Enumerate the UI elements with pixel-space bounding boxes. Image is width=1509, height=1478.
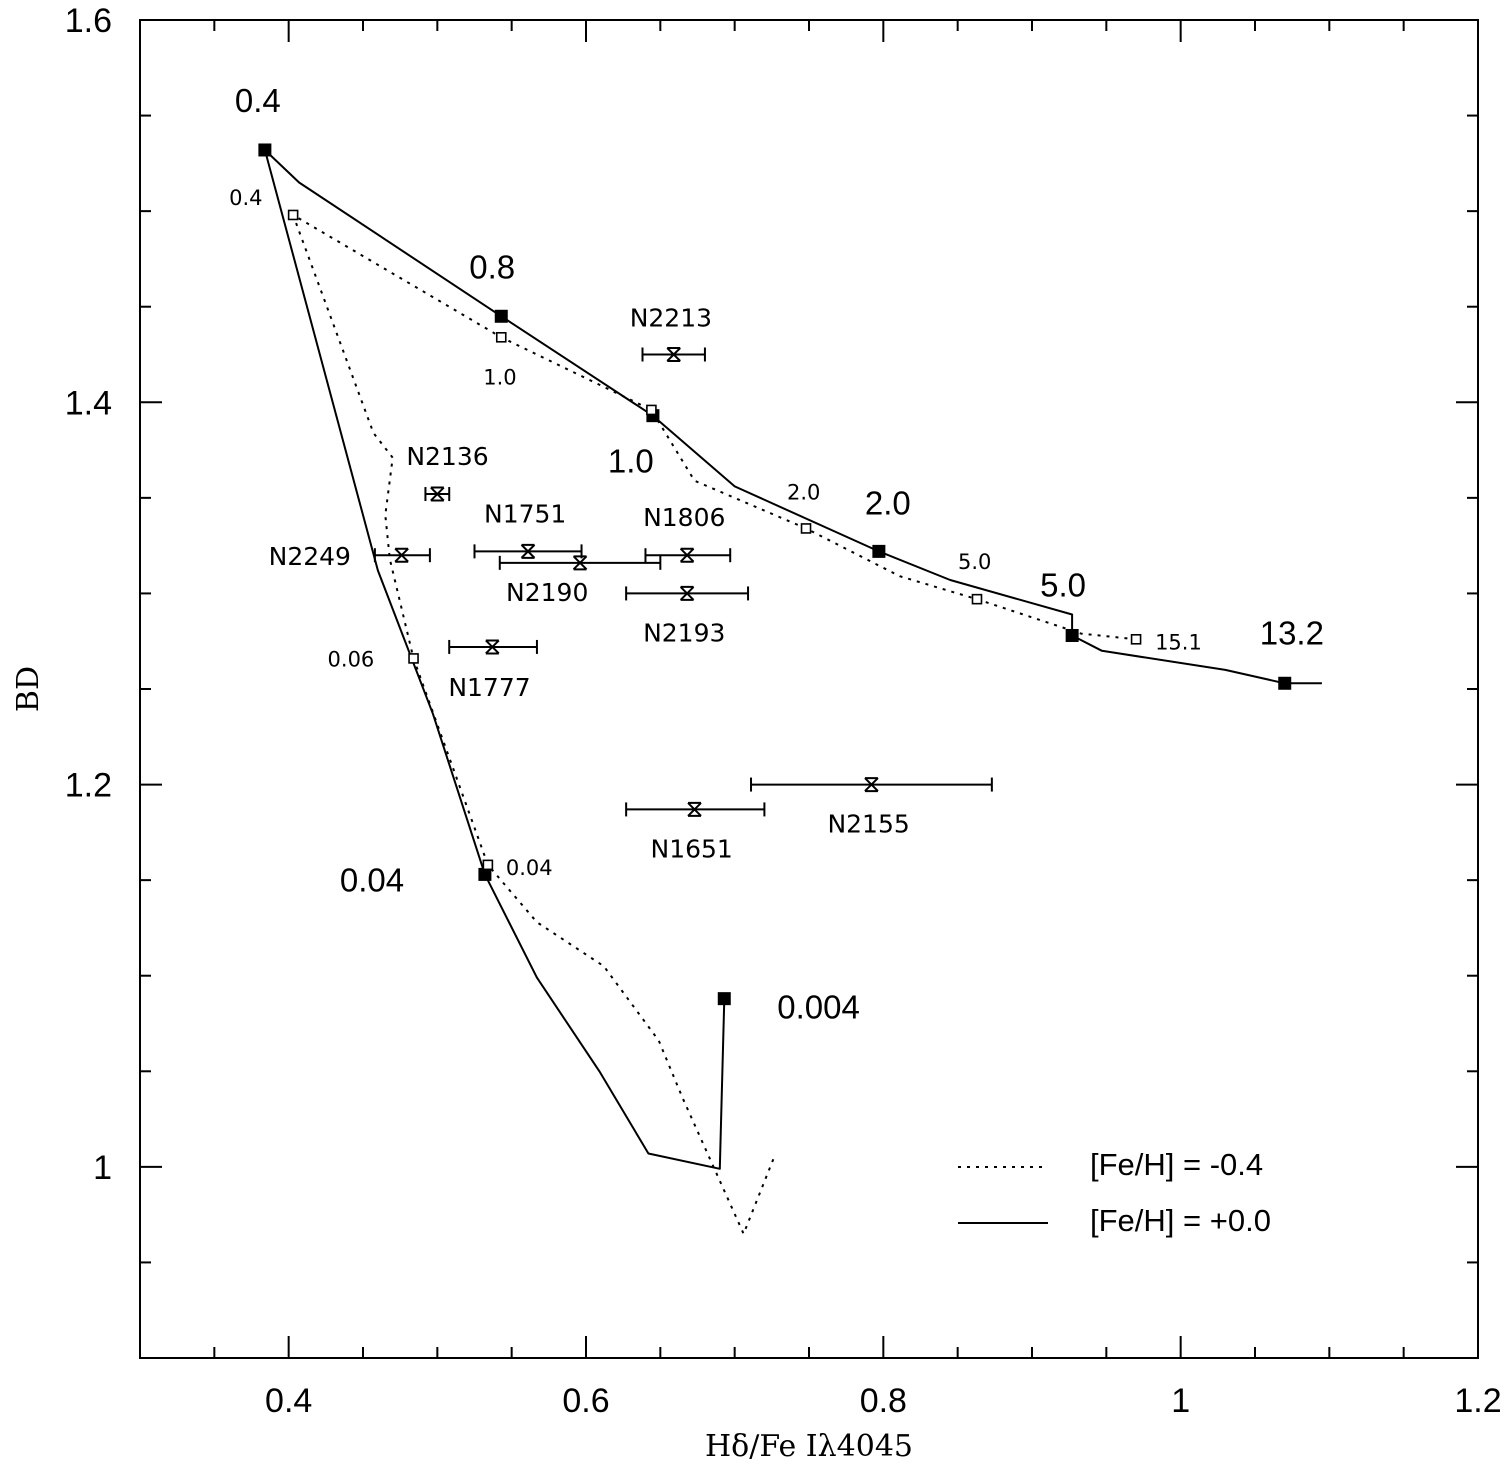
plot-frame bbox=[139, 19, 1479, 1359]
cluster-label: N2193 bbox=[643, 618, 725, 647]
model-point-metal-poor bbox=[408, 653, 419, 664]
cluster-marker bbox=[864, 777, 879, 793]
model-point-solar bbox=[872, 544, 886, 558]
model-point-solar bbox=[1278, 676, 1292, 690]
x-tick-label: 0.6 bbox=[562, 1382, 609, 1420]
cluster-n1751: N1751 bbox=[473, 499, 583, 559]
cluster-n1777: N1777 bbox=[448, 639, 538, 702]
legend-label-solar: [Fe/H] = +0.0 bbox=[1090, 1203, 1271, 1238]
age-label: 0.4 bbox=[229, 186, 262, 210]
cluster-label: N2249 bbox=[269, 542, 351, 571]
model-point-metal-poor bbox=[971, 593, 983, 605]
model-point-metal-poor bbox=[482, 859, 494, 871]
cluster-n2213: N2213 bbox=[630, 304, 712, 362]
model-point-solar bbox=[717, 992, 731, 1006]
cluster-label: N2136 bbox=[406, 442, 488, 471]
cluster-n2136: N2136 bbox=[406, 442, 489, 502]
model-point-metal-poor bbox=[1130, 634, 1142, 645]
cluster-label: N1751 bbox=[484, 499, 566, 528]
cluster-label: N2190 bbox=[506, 578, 588, 607]
cluster-marker bbox=[394, 547, 409, 563]
age-label: 0.06 bbox=[328, 647, 375, 671]
model-point-solar bbox=[478, 867, 492, 881]
cluster-marker bbox=[679, 547, 695, 563]
legend-label-metal-poor: [Fe/H] = -0.4 bbox=[1090, 1147, 1263, 1182]
age-label: 13.2 bbox=[1260, 614, 1324, 651]
cluster-n2249: N2249 bbox=[269, 542, 431, 571]
series-layer bbox=[263, 149, 1322, 1235]
axis-ticks: 0.4 0.6 0.8 1 1.2 1 1.2 1.4 1.6 bbox=[65, 2, 1502, 1420]
age-label: 0.04 bbox=[506, 856, 553, 880]
age-label: 0.8 bbox=[469, 248, 515, 285]
cluster-marker bbox=[687, 801, 702, 817]
age-label: 5.0 bbox=[1040, 566, 1086, 603]
age-label: 1.0 bbox=[483, 365, 516, 389]
x-tick-label: 0.8 bbox=[860, 1382, 907, 1420]
age-label: 1.0 bbox=[608, 443, 654, 480]
cluster-label: N2213 bbox=[630, 304, 712, 333]
model-point-metal-poor bbox=[495, 331, 507, 343]
cluster-n2190: N2190 bbox=[498, 555, 662, 607]
legend: [Fe/H] = -0.4 [Fe/H] = +0.0 bbox=[958, 1147, 1271, 1238]
cluster-marker bbox=[520, 543, 536, 559]
model-point-solar bbox=[258, 143, 272, 157]
cluster-marker bbox=[430, 486, 445, 502]
x-axis-label: Hδ/Fe Iλ4045 bbox=[705, 1429, 913, 1464]
age-label: 0.004 bbox=[777, 989, 860, 1026]
model-point-metal-poor bbox=[287, 209, 299, 221]
cluster-n2193: N2193 bbox=[625, 585, 750, 647]
series-line-metal-poor bbox=[292, 214, 1137, 1235]
x-tick-label: 1 bbox=[1171, 1382, 1190, 1420]
x-tick-label: 0.4 bbox=[265, 1382, 312, 1420]
y-tick-label: 1.4 bbox=[65, 384, 112, 422]
cluster-label: N1777 bbox=[448, 673, 530, 702]
age-label: 5.0 bbox=[958, 550, 991, 574]
model-point-metal-poor bbox=[646, 404, 657, 416]
y-tick-label: 1.6 bbox=[65, 2, 112, 40]
model-point-metal-poor bbox=[800, 523, 812, 534]
cluster-marker bbox=[572, 555, 588, 571]
y-tick-label: 1.2 bbox=[65, 767, 112, 805]
y-axis-label: BD bbox=[11, 666, 46, 712]
cluster-n2155: N2155 bbox=[750, 777, 993, 839]
cluster-n1651: N1651 bbox=[625, 801, 766, 863]
cluster-n1806: N1806 bbox=[643, 503, 732, 563]
y-tick-label: 1 bbox=[93, 1149, 112, 1187]
cluster-marker bbox=[666, 347, 681, 362]
model-point-solar bbox=[494, 309, 508, 323]
age-label: 2.0 bbox=[865, 484, 911, 521]
cluster-label: N1651 bbox=[651, 834, 733, 863]
clusters-layer: N2213 N2136 N1751 N1806 N2249 N2190 N2193 N1777… bbox=[269, 304, 993, 863]
age-label: 2.0 bbox=[787, 480, 820, 504]
cluster-marker bbox=[485, 639, 500, 655]
markers-layer: 0.4 0.8 1.0 2.0 5.0 13.2 0.04 0.004 0.4 1.0 2.0 5.0… bbox=[229, 82, 1324, 1026]
x-tick-label: 1.2 bbox=[1454, 1382, 1501, 1420]
cluster-marker bbox=[679, 585, 695, 601]
cluster-label: N1806 bbox=[643, 503, 725, 532]
age-label: 0.04 bbox=[340, 861, 404, 898]
model-point-solar bbox=[1065, 628, 1079, 642]
age-label: 0.4 bbox=[235, 82, 281, 119]
age-label: 15.1 bbox=[1155, 630, 1202, 654]
cluster-label: N2155 bbox=[827, 810, 909, 839]
